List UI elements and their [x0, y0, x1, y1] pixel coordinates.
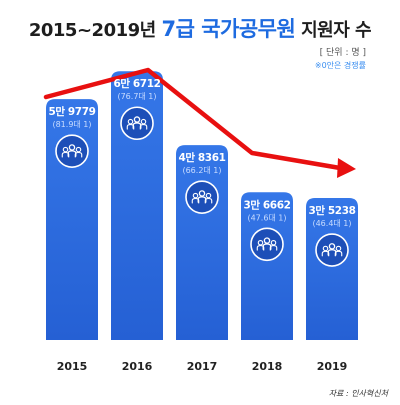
bar-2016 [111, 71, 163, 340]
trend-arrow-head [337, 158, 356, 178]
x-tick-label-2015: 2015 [57, 360, 88, 373]
unit-label: [ 단위 : 명 ] [319, 48, 366, 58]
x-tick-label-2016: 2016 [122, 360, 153, 373]
competition-label-2016: (76.7대 1) [117, 92, 156, 101]
people-icon [185, 180, 219, 214]
bar-2018 [241, 192, 293, 340]
x-tick-label-2019: 2019 [317, 360, 348, 373]
competition-label-2019: (46.4대 1) [312, 219, 351, 228]
value-label-2017: 4만 8361 [178, 151, 225, 164]
x-tick-label-2017: 2017 [187, 360, 218, 373]
trend-arrow-line [43, 67, 343, 171]
competition-label-2017: (66.2대 1) [182, 166, 221, 175]
value-label-2019: 3만 5238 [308, 204, 355, 217]
people-icon [315, 233, 349, 267]
value-label-2016: 6만 6712 [113, 77, 160, 90]
competition-label-2015: (81.9대 1) [52, 120, 91, 129]
people-icon [55, 134, 89, 168]
title-prefix: 2015~2019년 [28, 20, 156, 41]
value-label-2015: 5만 9779 [48, 105, 95, 118]
source-label: 자료 : 인사혁신처 [328, 389, 388, 398]
title-suffix: 지원자 수 [301, 20, 372, 41]
people-icon [120, 106, 154, 141]
title-highlight: 7급 국가공무원 [161, 17, 296, 41]
competition-label-2018: (47.6대 1) [247, 213, 286, 222]
competition-note: ※0안은 경쟁률 [314, 61, 366, 70]
chart-title: 2015~2019년 7급 국가공무원 지원자 수 [0, 13, 400, 43]
x-tick-label-2018: 2018 [252, 360, 283, 373]
trend-arrow [43, 67, 356, 178]
labels-layer: 5만 9779 (81.9대 1) 2015 6만 6712 (76.7대 1) 2016… [48, 77, 356, 373]
people-icon [250, 227, 284, 262]
value-label-2018: 3만 6662 [243, 198, 290, 211]
bar-2019 [306, 198, 358, 340]
